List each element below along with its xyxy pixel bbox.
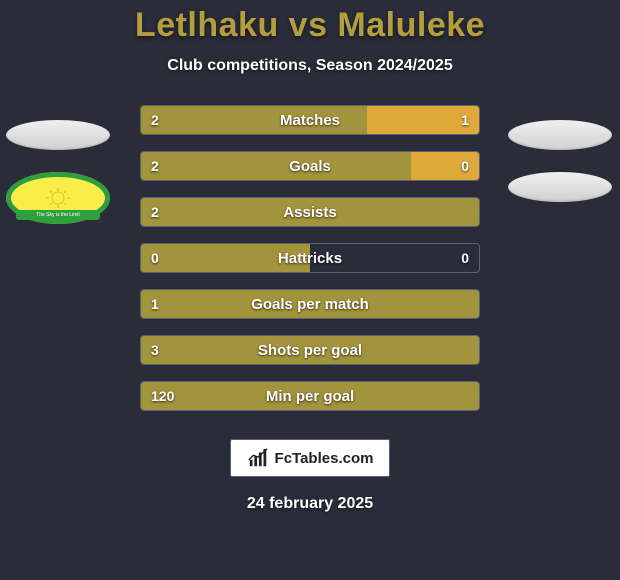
stat-row: Hattricks00 xyxy=(140,243,480,273)
player-placeholder-badge xyxy=(508,172,612,202)
stat-bar-left xyxy=(141,244,310,272)
stat-bar-left xyxy=(141,336,479,364)
club-badge-left: The Sky is the Limit xyxy=(6,172,110,224)
stat-bar-left xyxy=(141,106,367,134)
stat-bar-right xyxy=(367,106,479,134)
left-player-badges: The Sky is the Limit xyxy=(8,120,108,224)
sun-icon xyxy=(38,188,78,208)
page-title: Letlhaku vs Maluleke xyxy=(0,0,620,45)
comparison-date: 24 february 2025 xyxy=(0,495,620,513)
page-subtitle: Club competitions, Season 2024/2025 xyxy=(0,57,620,75)
stat-row: Min per goal120 xyxy=(140,381,480,411)
right-player-badges xyxy=(510,120,610,202)
bar-chart-icon xyxy=(247,447,269,469)
footer-brand-text: FcTables.com xyxy=(275,450,374,467)
stat-bar-left xyxy=(141,290,479,318)
club-badge-ribbon: The Sky is the Limit xyxy=(16,210,99,220)
player-placeholder-badge xyxy=(6,120,110,150)
comparison-bars: Matches21 Goals20 Assists2 Hattricks00 Goals… xyxy=(140,105,480,411)
stat-row: Assists2 xyxy=(140,197,480,227)
stat-bar-right xyxy=(411,152,479,180)
stat-row: Matches21 xyxy=(140,105,480,135)
stat-row: Shots per goal3 xyxy=(140,335,480,365)
stat-bar-left xyxy=(141,382,479,410)
footer-brand: FcTables.com xyxy=(230,439,390,477)
stat-bar-left xyxy=(141,198,479,226)
stat-value-right: 0 xyxy=(451,244,479,272)
stat-bar-left xyxy=(141,152,411,180)
player-placeholder-badge xyxy=(508,120,612,150)
stat-row: Goals per match1 xyxy=(140,289,480,319)
stat-row: Goals20 xyxy=(140,151,480,181)
